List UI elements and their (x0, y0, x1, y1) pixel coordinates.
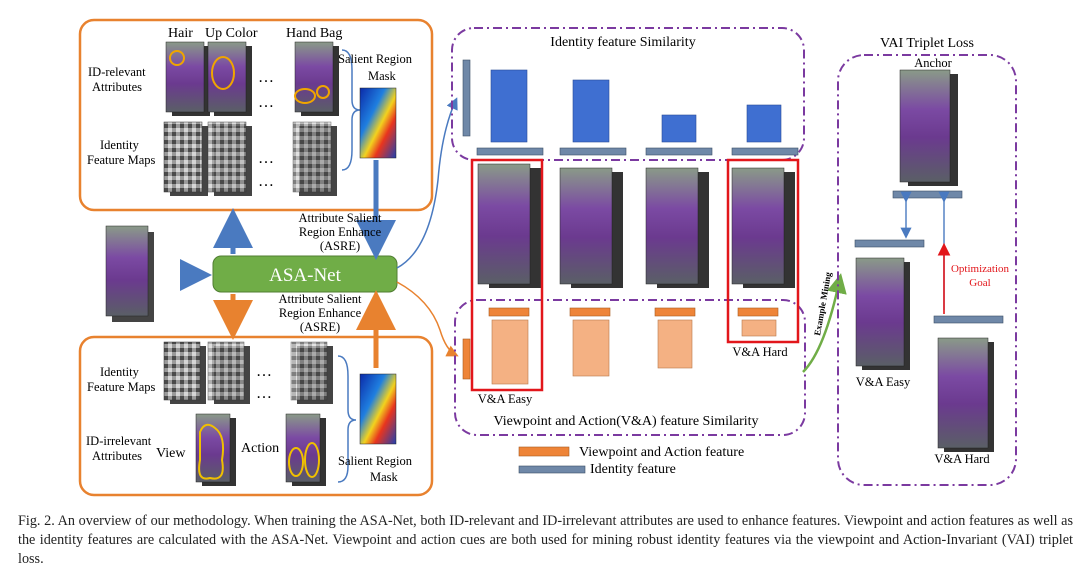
person-photo-icon (855, 257, 910, 370)
arrow-icon (396, 97, 458, 269)
person-photo-icon (937, 337, 994, 452)
attr-header-up-color: Up Color (205, 26, 258, 41)
input-person (105, 225, 154, 322)
vai-triplet-panel: VAI Triplet Loss Anchor Optimization Goa… (837, 36, 1017, 486)
person-photo-icon (899, 69, 958, 186)
action-label: Action (241, 441, 279, 456)
id-relevant-label-2: Attributes (92, 80, 142, 94)
attr-header-hand-bag: Hand Bag (286, 26, 342, 41)
ellipsis: … (258, 150, 274, 167)
optimization-goal-2: Goal (969, 277, 990, 289)
easy-highlight-box (470, 158, 544, 392)
view-label: View (156, 446, 186, 461)
methodology-figure: Hair Up Color Hand Bag ID-relevant Attri… (78, 18, 1017, 497)
legend-blue-label: Identity feature (590, 462, 676, 477)
id-irrelevant-label-2: Attributes (92, 449, 142, 463)
va-hard-right: V&A Hard (934, 452, 990, 466)
gallery-stacks (477, 163, 795, 288)
asre-top-1: Attribute Salient (299, 211, 382, 225)
example-mining-label: Example Mining (812, 271, 833, 337)
arrow-icon (802, 273, 847, 373)
asa-net-block: ASA-Net (212, 255, 398, 293)
hard-highlight-box (726, 158, 800, 344)
va-hard-label: V&A Hard (732, 345, 788, 359)
anchor-label: Anchor (914, 56, 952, 70)
feature-map-icon (207, 121, 252, 196)
ellipsis: … (258, 69, 274, 86)
person-photo-icon (207, 41, 252, 116)
person-photo-icon (731, 167, 795, 288)
person-photo-icon (294, 41, 339, 116)
legend: Viewpoint and Action feature Identity fe… (518, 445, 744, 477)
mask-label-2: Mask (368, 69, 397, 83)
left-bottom-panel: Identity Feature Maps ID-irrelevant Attr… (78, 335, 434, 497)
mask-label-2: Mask (370, 470, 399, 484)
ellipsis: … (258, 173, 274, 190)
id-relevant-label-1: ID-relevant (88, 65, 146, 79)
ellipsis: … (258, 94, 274, 111)
va-similarity-title: Viewpoint and Action(V&A) feature Simila… (493, 414, 758, 429)
identity-similarity-title: Identity feature Similarity (550, 35, 695, 50)
identity-maps-label-1: Identity (100, 138, 140, 152)
va-similarity-box: V&A Easy V&A Hard Viewpoint and Action(V… (454, 299, 806, 436)
person-photo-icon (285, 413, 326, 486)
va-easy-right: V&A Easy (856, 375, 911, 389)
feature-map-icon (163, 121, 208, 196)
left-top-panel: Hair Up Color Hand Bag ID-relevant Attri… (78, 18, 434, 212)
id-irrelevant-label-1: ID-irrelevant (86, 434, 152, 448)
legend-orange-label: Viewpoint and Action feature (579, 445, 744, 460)
asre-bottom-3: (ASRE) (300, 320, 340, 334)
person-photo-icon (165, 41, 210, 116)
asre-bottom-2: Region Enhance (279, 306, 362, 320)
vai-title: VAI Triplet Loss (880, 36, 974, 51)
feature-map-icon (292, 121, 337, 196)
heatmap-icon (359, 373, 397, 445)
identity-maps-label-2: Feature Maps (87, 380, 156, 394)
asre-bottom-1: Attribute Salient (279, 292, 362, 306)
legend-blue-swatch (518, 465, 586, 474)
net-label: ASA-Net (269, 265, 341, 286)
ellipsis: … (256, 363, 272, 380)
person-photo-icon (645, 167, 709, 288)
attr-header-hair: Hair (168, 26, 193, 41)
figure-caption: Fig. 2. An overview of our methodology. … (18, 513, 1073, 567)
feature-map-icon (290, 341, 333, 404)
feature-map-icon (207, 341, 250, 404)
ellipsis: … (256, 385, 272, 402)
person-photo-icon (195, 413, 236, 486)
arrow-icon (396, 281, 459, 357)
identity-similarity-box: Identity feature Similarity (451, 27, 805, 161)
mask-label-1: Salient Region (338, 52, 413, 66)
feature-map-icon (163, 341, 206, 404)
person-photo-icon (477, 163, 541, 288)
asre-top-2: Region Enhance (299, 225, 382, 239)
identity-maps-label-1: Identity (100, 365, 140, 379)
va-easy-label: V&A Easy (478, 392, 533, 406)
optimization-goal-1: Optimization (951, 263, 1010, 275)
heatmap-icon (359, 87, 397, 159)
asre-top-3: (ASRE) (320, 239, 360, 253)
identity-maps-label-2: Feature Maps (87, 153, 156, 167)
person-photo-icon (559, 167, 623, 288)
legend-orange-swatch (518, 446, 570, 457)
mask-label-1: Salient Region (338, 454, 413, 468)
